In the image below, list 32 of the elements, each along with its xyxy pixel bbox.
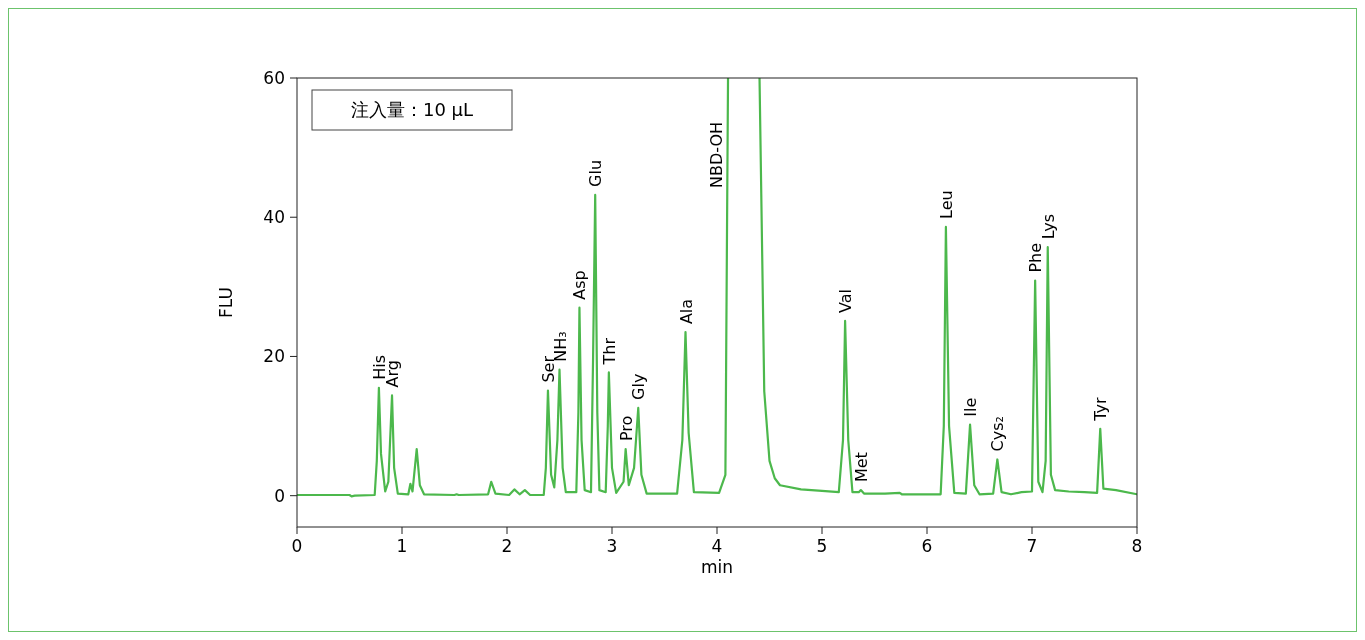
annotation: Thr [599,337,619,366]
x-tick-label: 7 [1026,536,1038,556]
annotation: Leu [936,190,956,219]
x-tick-label: 0 [291,536,303,556]
annotation: Phe [1026,242,1046,273]
y-tick-label: 0 [274,485,285,506]
annotation: Lys [1038,213,1058,240]
annotation: 注入量：10 μL [350,99,474,120]
annotation: Ala [676,298,696,325]
x-tick-label: 5 [816,536,828,556]
annotation: Met [851,452,871,483]
annotation: Glu [586,159,606,187]
x-tick-label: 6 [921,536,933,556]
x-tick-label: 3 [606,536,618,556]
annotation: Ile [961,397,981,417]
annotation: Val [836,288,856,313]
x-tick-label: 8 [1131,536,1143,556]
y-tick-label: 60 [263,68,285,88]
y-tick-label: 20 [263,346,285,367]
annotation: Cys₂ [988,416,1008,452]
y-axis-title: FLU [216,287,236,318]
y-tick-label: 40 [263,207,285,228]
x-tick-label: 2 [501,536,513,556]
x-tick-label: 1 [396,536,408,556]
x-axis-title: min [700,557,734,577]
x-tick-label: 4 [711,536,723,556]
annotation: NBD-OH [707,121,727,188]
annotation: His [369,354,389,380]
annotation: Pro [616,415,636,442]
annotation: Tyr [1091,397,1111,422]
annotation: Gly [629,373,649,400]
annotation: Asp [570,270,590,300]
